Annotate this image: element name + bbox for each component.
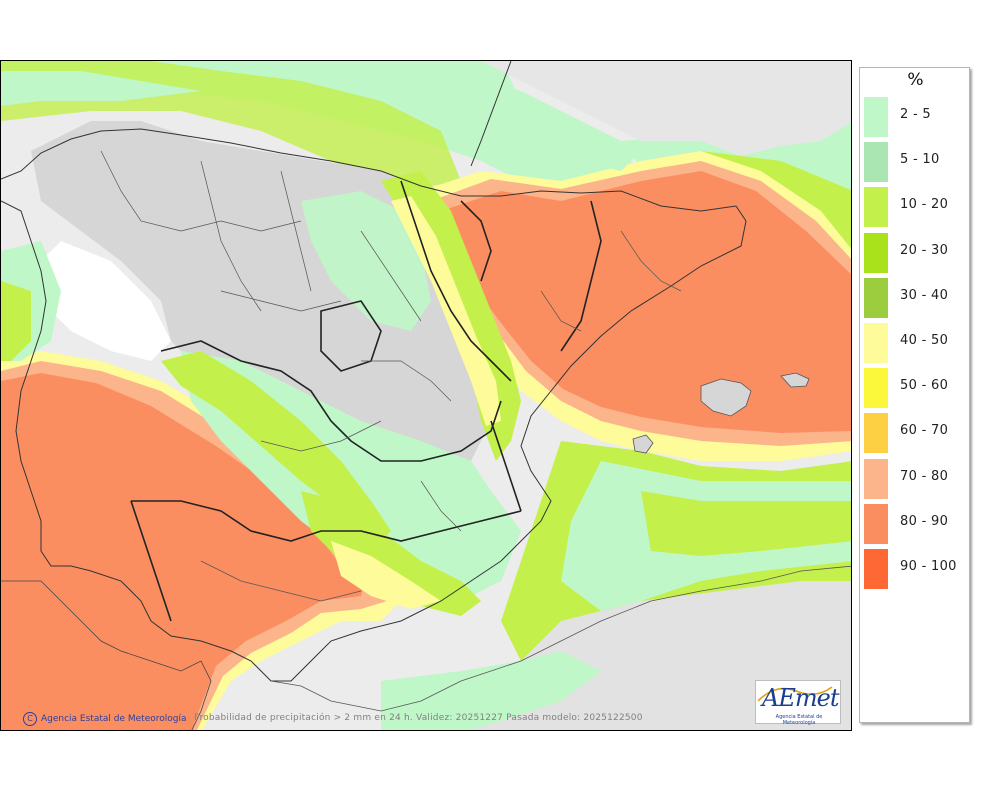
legend-item: 90 - 100 [864,547,969,589]
legend-swatch [864,458,888,499]
legend-swatch [864,97,888,137]
legend-item: 40 - 50 [864,321,969,363]
legend-panel: % 2 - 5 5 - 10 10 - 20 20 - 30 30 - 40 40 - 5… [859,67,970,723]
legend-label: 40 - 50 [900,333,949,348]
agency-credit-text: Agencia Estatal de Meteorología [41,714,187,724]
legend-label: 10 - 20 [900,197,949,213]
map-caption: Probabilidad de precipitación > 2 mm en … [194,713,643,723]
map-canvas [1,61,851,730]
legend-label: 30 - 40 [900,287,949,303]
legend-item: 60 - 70 [864,411,969,454]
legend-label: 80 - 90 [900,513,949,529]
precipitation-probability-map: C Agencia Estatal de Meteorología Probabi… [0,60,852,731]
legend-swatch [864,323,888,363]
legend-item: 80 - 90 [864,502,969,544]
legend-swatch [864,503,888,544]
legend-swatch [864,232,888,273]
agency-credit: C Agencia Estatal de Meteorología [23,712,187,726]
legend-item: 5 - 10 [864,140,969,183]
legend-swatch [864,413,888,454]
legend-item: 10 - 20 [864,185,969,228]
logo-subtitle: Agencia Estatal de Meteorología [775,714,823,726]
legend-swatch [864,142,888,183]
legend-label: 90 - 100 [900,559,957,574]
legend-item: 30 - 40 [864,276,969,318]
legend-label: 50 - 60 [900,378,949,394]
legend-label: 2 - 5 [900,107,931,122]
aemet-logo: AEmet Agencia Estatal de Meteorología [755,680,841,726]
logo-swoosh-icon [757,686,833,702]
legend-swatch [864,368,888,409]
legend-label: 20 - 30 [900,242,949,258]
legend-swatch [864,187,888,228]
legend-item: 20 - 30 [864,231,969,273]
legend-item: 2 - 5 [864,95,969,137]
legend-label: 5 - 10 [900,152,940,168]
copyright-icon: C [23,712,37,726]
legend-swatch [864,277,888,318]
legend-label: 70 - 80 [900,468,949,484]
legend-label: 60 - 70 [900,423,949,439]
logo-wordmark: AEmet [762,684,839,712]
legend-item: 70 - 80 [864,457,969,499]
legend-item: 50 - 60 [864,366,969,409]
legend-swatch [864,549,888,589]
legend-title: % [907,70,924,90]
